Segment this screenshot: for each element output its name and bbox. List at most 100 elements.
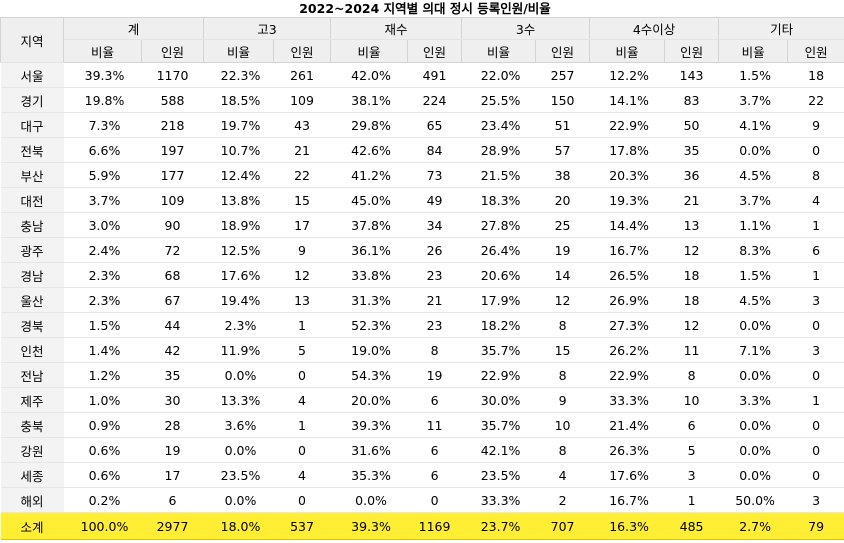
- count-cell: 18: [664, 262, 719, 288]
- count-cell: 6: [407, 387, 462, 413]
- count-cell: 26: [407, 237, 462, 263]
- count-cell: 30: [141, 387, 204, 413]
- count-cell: 224: [407, 87, 462, 113]
- rate-cell: 2.3%: [63, 262, 142, 288]
- rate-cell: 30.0%: [461, 387, 536, 413]
- count-cell: 150: [535, 87, 590, 113]
- rate-cell: 36.1%: [330, 237, 408, 263]
- count-cell: 109: [273, 87, 331, 113]
- rate-cell: 16.7%: [589, 237, 665, 263]
- sub-header-count: 인원: [535, 39, 591, 63]
- rate-cell: 8.3%: [718, 237, 788, 263]
- group-header-4su-plus: 4수이상: [589, 17, 720, 40]
- rate-cell: 18.0%: [203, 512, 274, 540]
- rate-cell: 0.2%: [63, 487, 142, 513]
- rate-cell: 12.5%: [203, 237, 274, 263]
- count-cell: 28: [141, 412, 204, 438]
- table-row: 경남 2.3% 68 17.6% 12 33.8% 23 20.6% 14 26.5% 18 1.5%…: [0, 262, 844, 288]
- count-cell: 0: [787, 362, 844, 388]
- count-cell: 21: [273, 137, 331, 163]
- count-cell: 9: [787, 112, 844, 138]
- rate-cell: 1.5%: [718, 262, 788, 288]
- count-cell: 72: [141, 237, 204, 263]
- group-header-jaesu: 재수: [330, 17, 463, 40]
- rate-cell: 33.3%: [589, 387, 665, 413]
- rate-cell: 18.2%: [461, 312, 536, 338]
- rate-cell: 22.9%: [589, 112, 665, 138]
- table-row: 충북 0.9% 28 3.6% 1 39.3% 11 35.7% 10 21.4% 6 0.0% 0: [0, 412, 844, 438]
- rate-cell: 2.4%: [63, 237, 142, 263]
- region-cell: 울산: [0, 287, 64, 313]
- count-cell: 15: [535, 337, 590, 363]
- rate-cell: 52.3%: [330, 312, 408, 338]
- count-cell: 12: [664, 312, 719, 338]
- rate-cell: 12.4%: [203, 162, 274, 188]
- rate-cell: 14.1%: [589, 87, 665, 113]
- rate-cell: 42.6%: [330, 137, 408, 163]
- count-cell: 6: [407, 437, 462, 463]
- rate-cell: 1.4%: [63, 337, 142, 363]
- rate-cell: 29.8%: [330, 112, 408, 138]
- rate-cell: 1.2%: [63, 362, 142, 388]
- count-cell: 9: [273, 237, 331, 263]
- count-cell: 1: [787, 212, 844, 238]
- region-cell: 제주: [0, 387, 64, 413]
- count-cell: 0: [787, 412, 844, 438]
- count-cell: 21: [664, 187, 719, 213]
- rate-cell: 39.3%: [63, 62, 142, 88]
- count-cell: 22: [787, 87, 844, 113]
- count-cell: 43: [273, 112, 331, 138]
- rate-cell: 19.8%: [63, 87, 142, 113]
- rate-cell: 26.4%: [461, 237, 536, 263]
- count-cell: 14: [535, 262, 590, 288]
- rate-cell: 3.3%: [718, 387, 788, 413]
- rate-cell: 5.9%: [63, 162, 142, 188]
- count-cell: 18: [787, 62, 844, 88]
- count-cell: 218: [141, 112, 204, 138]
- rate-cell: 21.5%: [461, 162, 536, 188]
- rate-cell: 22.0%: [461, 62, 536, 88]
- count-cell: 257: [535, 62, 590, 88]
- rate-cell: 0.9%: [63, 412, 142, 438]
- count-cell: 6: [787, 237, 844, 263]
- region-cell: 전남: [0, 362, 64, 388]
- count-cell: 485: [664, 512, 719, 540]
- count-cell: 10: [664, 387, 719, 413]
- rate-cell: 14.4%: [589, 212, 665, 238]
- region-cell: 경남: [0, 262, 64, 288]
- count-cell: 8: [535, 437, 590, 463]
- region-cell: 광주: [0, 237, 64, 263]
- count-cell: 6: [141, 487, 204, 513]
- count-cell: 8: [535, 312, 590, 338]
- rate-cell: 27.8%: [461, 212, 536, 238]
- count-cell: 11: [407, 412, 462, 438]
- region-cell: 전북: [0, 137, 64, 163]
- count-cell: 2977: [141, 512, 204, 540]
- region-cell: 충남: [0, 212, 64, 238]
- rate-cell: 22.9%: [461, 362, 536, 388]
- region-cell: 부산: [0, 162, 64, 188]
- rate-cell: 31.6%: [330, 437, 408, 463]
- count-cell: 67: [141, 287, 204, 313]
- count-cell: 6: [664, 412, 719, 438]
- rate-cell: 35.7%: [461, 412, 536, 438]
- table-row: 전남 1.2% 35 0.0% 0 54.3% 19 22.9% 8 22.9% 8 0.0% 0: [0, 362, 844, 388]
- rate-cell: 23.7%: [461, 512, 536, 540]
- sub-header-rate: 비율: [63, 39, 142, 63]
- count-cell: 1170: [141, 62, 204, 88]
- count-cell: 0: [273, 362, 331, 388]
- count-cell: 12: [535, 287, 590, 313]
- sub-header-count: 인원: [273, 39, 332, 63]
- rate-cell: 19.7%: [203, 112, 274, 138]
- rate-cell: 35.3%: [330, 462, 408, 488]
- table-row: 충남 3.0% 90 18.9% 17 37.8% 34 27.8% 25 14.4% 13 1.1%…: [0, 212, 844, 238]
- rate-cell: 21.4%: [589, 412, 665, 438]
- rate-cell: 38.1%: [330, 87, 408, 113]
- sub-header-rate: 비율: [461, 39, 537, 63]
- rate-cell: 0.6%: [63, 437, 142, 463]
- rate-cell: 16.7%: [589, 487, 665, 513]
- count-cell: 0: [787, 462, 844, 488]
- table-body: 서울 39.3% 1170 22.3% 261 42.0% 491 22.0% 257 12.2%…: [0, 62, 844, 540]
- sub-header-row: 비율 인원 비율 인원 비율 인원 비율 인원 비율 인원 비율 인원: [1, 39, 844, 63]
- count-cell: 491: [407, 62, 462, 88]
